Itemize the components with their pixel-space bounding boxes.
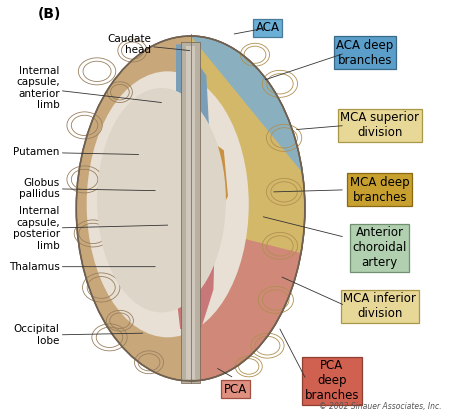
Text: Putamen: Putamen bbox=[13, 147, 138, 157]
Ellipse shape bbox=[97, 88, 226, 312]
Polygon shape bbox=[191, 36, 302, 192]
Text: ACA: ACA bbox=[255, 21, 280, 34]
Text: (B): (B) bbox=[37, 7, 61, 21]
Text: PCA
deep
branches: PCA deep branches bbox=[305, 359, 359, 402]
Text: Occipital
lobe: Occipital lobe bbox=[14, 324, 143, 346]
Polygon shape bbox=[176, 44, 209, 192]
Polygon shape bbox=[203, 192, 219, 248]
Polygon shape bbox=[174, 242, 215, 329]
Polygon shape bbox=[191, 36, 305, 381]
Text: © 2002 Sinauer Associates, Inc.: © 2002 Sinauer Associates, Inc. bbox=[319, 402, 442, 411]
Text: Anterior
choroidal
artery: Anterior choroidal artery bbox=[353, 226, 407, 269]
Text: Internal
capsule,
anterior
limb: Internal capsule, anterior limb bbox=[16, 65, 162, 111]
Text: MCA superior
division: MCA superior division bbox=[340, 111, 419, 139]
Ellipse shape bbox=[76, 36, 305, 381]
Polygon shape bbox=[186, 46, 195, 379]
Text: Globus
pallidus: Globus pallidus bbox=[19, 178, 155, 199]
Text: PCA: PCA bbox=[224, 383, 247, 396]
Text: MCA deep
branches: MCA deep branches bbox=[350, 176, 410, 204]
Polygon shape bbox=[179, 190, 211, 244]
Text: MCA inferior
division: MCA inferior division bbox=[343, 292, 416, 320]
Text: ACA deep
branches: ACA deep branches bbox=[337, 39, 394, 67]
Polygon shape bbox=[206, 138, 228, 217]
Text: Caudate
head: Caudate head bbox=[107, 33, 190, 55]
Polygon shape bbox=[191, 225, 301, 381]
Polygon shape bbox=[182, 42, 200, 383]
Text: Internal
capsule,
posterior
limb: Internal capsule, posterior limb bbox=[12, 206, 168, 251]
Text: Thalamus: Thalamus bbox=[9, 262, 155, 272]
Ellipse shape bbox=[87, 71, 249, 337]
